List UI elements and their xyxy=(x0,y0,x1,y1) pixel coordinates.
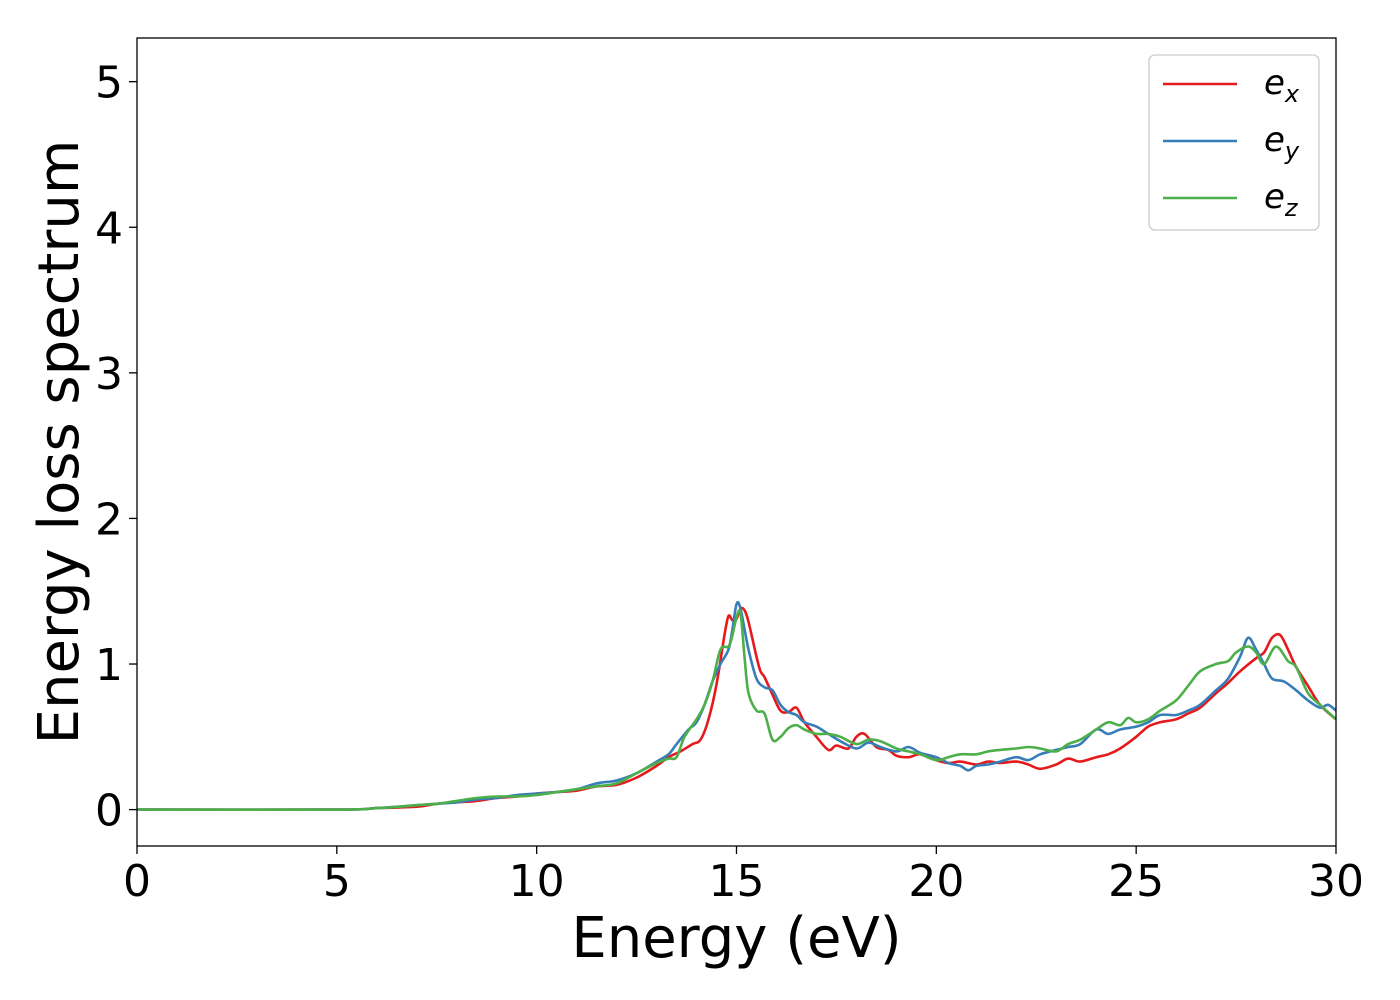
series-line-e-z xyxy=(136,609,1337,811)
y-tick-label: 5 xyxy=(95,58,123,109)
legend-label-subscript: y xyxy=(1284,137,1300,165)
x-tick-label: 20 xyxy=(908,856,964,907)
legend-label-subscript: z xyxy=(1284,194,1299,222)
y-tick-label: 2 xyxy=(95,494,123,545)
legend-box xyxy=(1148,54,1320,231)
legend-label-subscript: x xyxy=(1284,80,1300,108)
x-tick-label: 5 xyxy=(323,856,351,907)
y-tick-label: 0 xyxy=(95,786,123,837)
x-tick-label: 15 xyxy=(709,856,765,907)
y-axis-label: Energy loss spectrum xyxy=(27,140,92,745)
x-tick-label: 25 xyxy=(1108,856,1164,907)
y-tick-label: 1 xyxy=(95,640,123,691)
legend-label-base: e xyxy=(1264,177,1285,217)
legend-label-base: e xyxy=(1264,120,1285,160)
y-tick-label: 3 xyxy=(95,349,123,400)
legend-label-base: e xyxy=(1264,63,1285,103)
x-axis-label: Energy (eV) xyxy=(571,906,901,971)
x-tick-label: 30 xyxy=(1308,856,1364,907)
y-tick-label: 4 xyxy=(95,203,123,254)
ticks-layer: 0 5 10 15 20 25 30 0 1 2 3 4 5 xyxy=(95,58,1364,907)
legend-label-e-z: ez xyxy=(1264,177,1299,222)
legend-label-e-y: ey xyxy=(1264,120,1300,165)
x-tick-label: 0 xyxy=(123,856,151,907)
series-layer xyxy=(136,600,1337,811)
x-tick-label: 10 xyxy=(509,856,565,907)
series-line-e-y xyxy=(136,600,1337,811)
series-line-e-x xyxy=(136,606,1337,811)
legend-label-e-x: ex xyxy=(1264,63,1300,108)
